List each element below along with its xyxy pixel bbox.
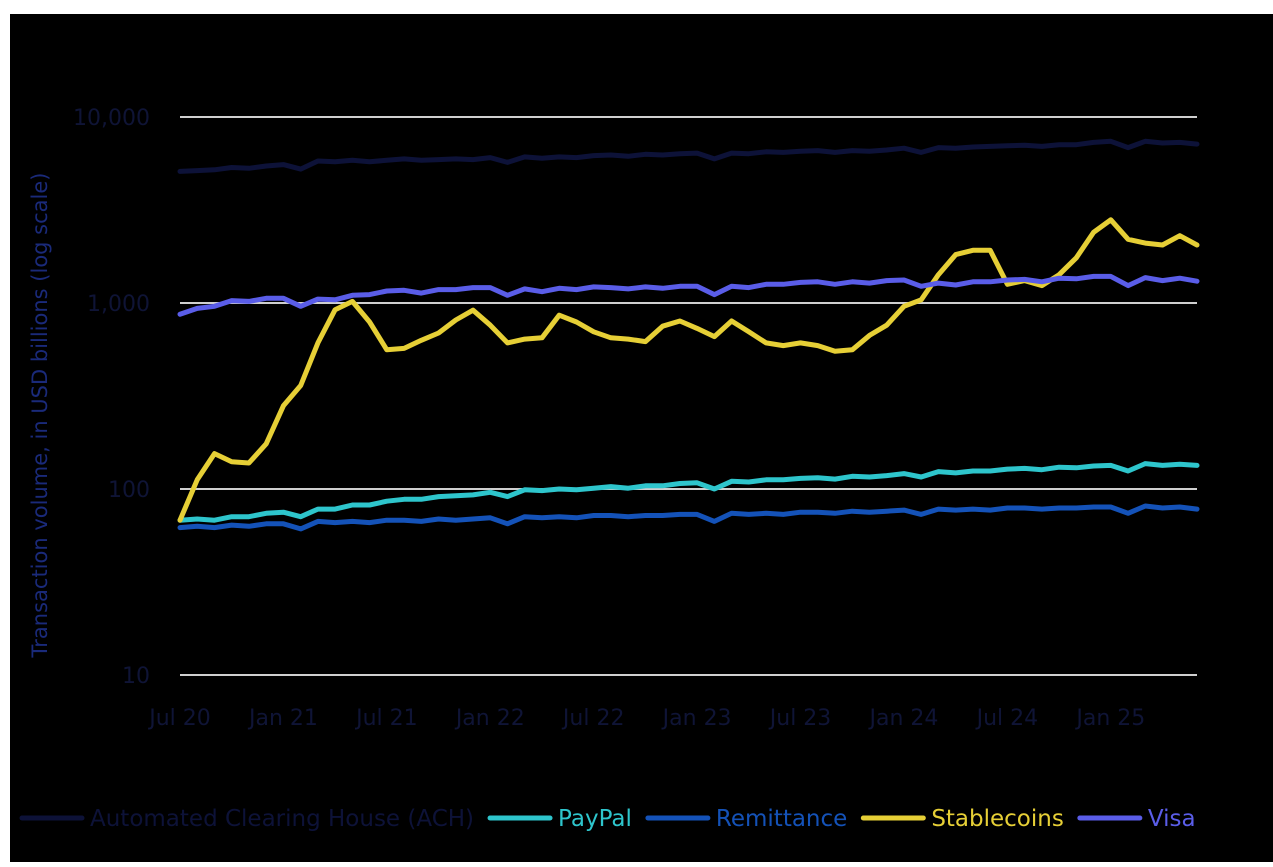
x-tick-label: Jan 24 xyxy=(868,706,939,731)
legend-item-remittance: Remittance xyxy=(645,806,847,832)
legend-label: PayPal xyxy=(558,806,632,832)
legend-item-visa: Visa xyxy=(1077,806,1196,832)
x-tick-label: Jul 20 xyxy=(147,706,211,731)
series-line-visa xyxy=(177,273,1200,317)
x-tick-label: Jul 24 xyxy=(975,706,1039,731)
x-tick-label: Jul 22 xyxy=(561,706,625,731)
legend: Automated Clearing House (ACH) PayPal Remi… xyxy=(19,806,1196,832)
series-line-paypal xyxy=(177,461,1200,523)
series-line-remittance xyxy=(177,503,1200,532)
x-tick-label: Jan 23 xyxy=(661,706,732,731)
x-tick-labels: Jul 20 Jan 21 Jul 21 Jan 22 Jul 22 Jan 23 Jul … xyxy=(147,706,1145,731)
x-tick-label: Jul 21 xyxy=(354,706,418,731)
legend-item-stablecoins: Stablecoins xyxy=(860,806,1064,832)
series-lines xyxy=(177,138,1200,532)
y-tick-label: 10 xyxy=(122,664,150,689)
legend-label: Automated Clearing House (ACH) xyxy=(90,806,474,832)
legend-label: Visa xyxy=(1148,806,1196,832)
y-tick-label: 100 xyxy=(108,478,150,503)
chart-background xyxy=(10,14,1273,862)
y-axis-label: Transaction volume, in USD billions (log… xyxy=(28,173,52,659)
legend-label: Remittance xyxy=(716,806,847,832)
series-line-automated-clearing-house-ach xyxy=(177,138,1200,174)
x-tick-label: Jan 22 xyxy=(454,706,525,731)
y-tick-label: 10,000 xyxy=(73,106,150,131)
legend-label: Stablecoins xyxy=(931,806,1064,832)
y-tick-labels: 10 100 1,000 10,000 xyxy=(73,106,150,689)
legend-item-paypal: PayPal xyxy=(487,806,632,832)
x-tick-label: Jul 23 xyxy=(768,706,832,731)
x-tick-label: Jan 21 xyxy=(247,706,318,731)
x-tick-label: Jan 25 xyxy=(1074,706,1145,731)
y-tick-label: 1,000 xyxy=(87,292,150,317)
legend-item-automated-clearing-house-ach: Automated Clearing House (ACH) xyxy=(19,806,474,832)
